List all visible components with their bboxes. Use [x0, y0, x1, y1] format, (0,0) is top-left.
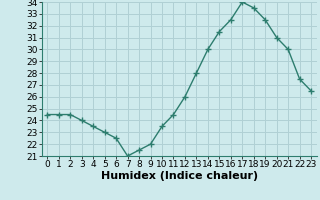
X-axis label: Humidex (Indice chaleur): Humidex (Indice chaleur) — [100, 171, 258, 181]
